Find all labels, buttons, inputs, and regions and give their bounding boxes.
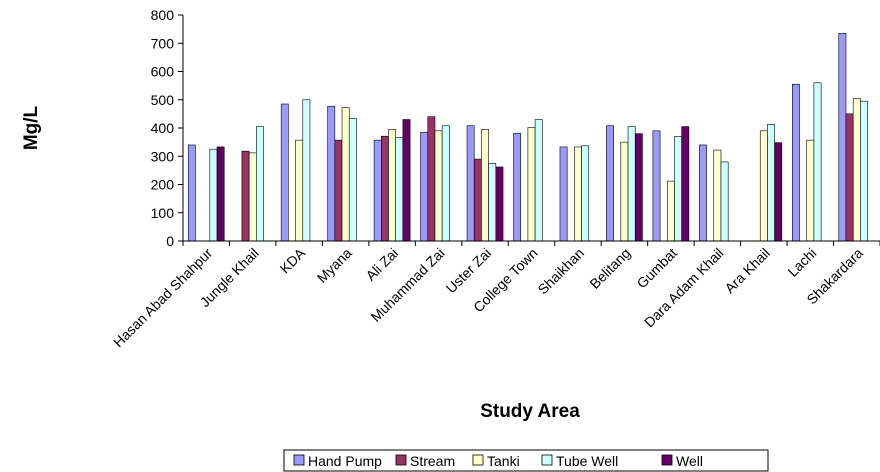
- legend-label: Tube Well: [556, 453, 618, 469]
- y-tick-label: 0: [166, 233, 174, 249]
- bar: [342, 108, 349, 241]
- bar: [496, 167, 503, 241]
- x-tick-label: KDA: [277, 244, 309, 276]
- legend-label: Well: [676, 453, 703, 469]
- y-tick-label: 700: [151, 35, 175, 51]
- bar: [328, 106, 335, 241]
- x-tick-label: Belitang: [586, 245, 633, 292]
- legend-label: Stream: [410, 453, 455, 469]
- bar: [628, 127, 635, 241]
- bar: [217, 147, 224, 241]
- bar: [675, 136, 682, 241]
- legend-label: Tanki: [487, 453, 520, 469]
- x-tick-label: Ara Khail: [721, 245, 772, 296]
- legend-swatch: [473, 455, 483, 465]
- bar: [281, 104, 288, 241]
- x-tick-label: Lachi: [784, 245, 819, 280]
- bar: [403, 120, 410, 241]
- bar: [606, 126, 613, 241]
- bar: [721, 162, 728, 241]
- y-tick-label: 300: [151, 148, 175, 164]
- y-tick-label: 500: [151, 92, 175, 108]
- bar: [792, 84, 799, 241]
- bar: [481, 129, 488, 241]
- x-axis-title: Study Area: [480, 401, 580, 422]
- bar: [442, 126, 449, 241]
- bar: [621, 142, 628, 241]
- bar: [389, 129, 396, 241]
- bar: [474, 159, 481, 241]
- bar: [667, 181, 674, 241]
- bar: [249, 153, 256, 241]
- legend-swatch: [396, 455, 406, 465]
- legend-swatch: [662, 455, 672, 465]
- y-tick-label: 600: [151, 64, 175, 80]
- bar: [514, 133, 521, 241]
- bar: [296, 140, 303, 241]
- bar: [435, 131, 442, 241]
- bar: [682, 127, 689, 241]
- bar: [421, 132, 428, 241]
- bar: [428, 117, 435, 241]
- bar: [349, 119, 356, 241]
- bar: [574, 147, 581, 241]
- bar: [396, 137, 403, 241]
- legend-swatch: [294, 455, 304, 465]
- bar: [839, 33, 846, 241]
- bar: [767, 124, 774, 241]
- bar: [846, 114, 853, 241]
- y-tick-label: 200: [151, 177, 175, 193]
- x-tick-label: Gumbat: [633, 245, 680, 292]
- bar: [467, 126, 474, 241]
- bar: [303, 100, 310, 241]
- bar: [381, 136, 388, 241]
- bar: [775, 143, 782, 241]
- bar: [853, 98, 860, 241]
- y-tick-label: 800: [151, 7, 175, 23]
- bar: [374, 140, 381, 241]
- bar: [714, 150, 721, 241]
- bar: [242, 151, 249, 241]
- bar: [489, 163, 496, 241]
- bar: [535, 120, 542, 241]
- bar: [188, 145, 195, 241]
- legend-swatch: [542, 455, 552, 465]
- bar: [256, 127, 263, 241]
- legend-label: Hand Pump: [308, 453, 382, 469]
- bar: [699, 145, 706, 241]
- x-tick-label: Myana: [314, 245, 355, 286]
- y-tick-label: 100: [151, 205, 175, 221]
- bar: [210, 149, 217, 241]
- bar: [335, 140, 342, 241]
- y-axis-title: Mg/L: [21, 105, 42, 150]
- bar: [860, 101, 867, 241]
- x-tick-label: Ali Zai: [362, 245, 401, 284]
- legend: Hand Pump Stream Tanki Tube Well Well: [284, 450, 768, 471]
- bar: [814, 83, 821, 241]
- bar: [760, 131, 767, 241]
- bar: [528, 127, 535, 241]
- bar: [653, 131, 660, 241]
- x-tick-label: Dara Adam Khail: [641, 245, 727, 331]
- y-tick-label: 400: [151, 120, 175, 136]
- bar: [582, 146, 589, 241]
- bar: [635, 134, 642, 241]
- bar: [807, 140, 814, 241]
- x-tick-label: Shaikhan: [534, 245, 587, 298]
- bar: [560, 147, 567, 241]
